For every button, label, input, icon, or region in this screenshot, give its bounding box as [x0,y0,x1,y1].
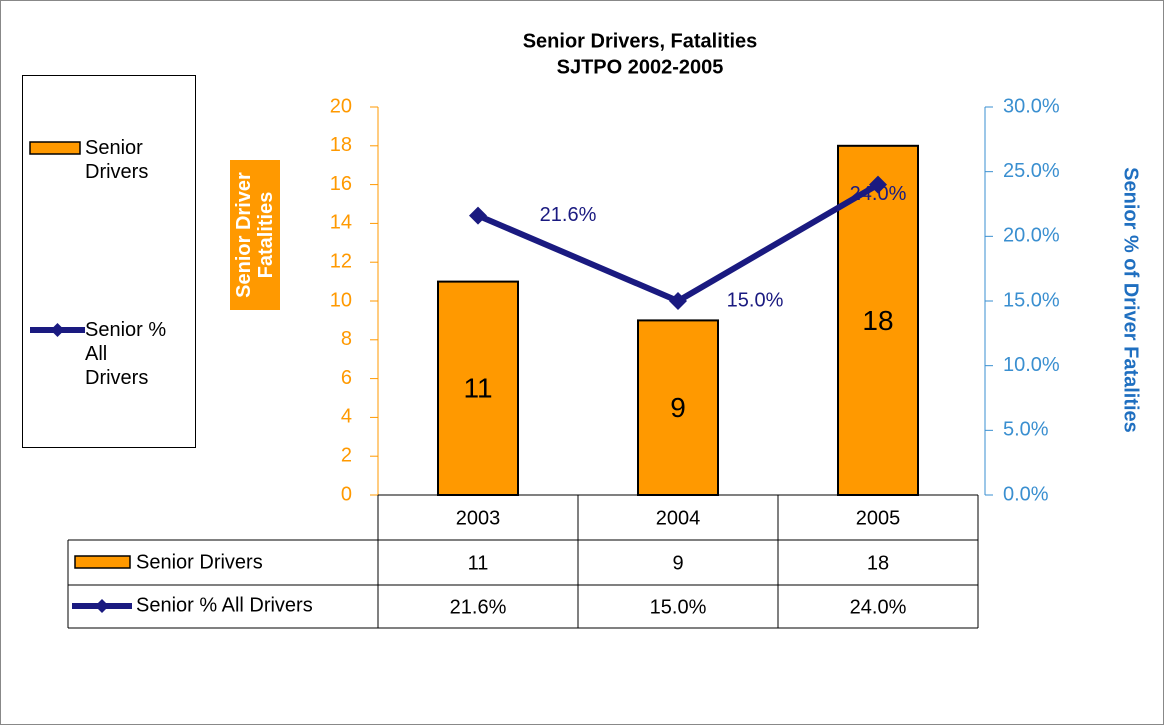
legend-swatch [29,141,81,155]
y2-axis-label: Senior % of Driver Fatalities [1120,167,1142,433]
y-tick-label: 16 [330,173,352,195]
x-tick-label: 2005 [856,507,901,529]
y-tick-label: 18 [330,134,352,156]
line-value-label: 24.0% [850,183,907,205]
y2-tick-label: 5.0% [1003,419,1049,441]
table-cell: 9 [672,552,683,574]
y-tick-label: 10 [330,289,352,311]
chart-title: Senior Drivers, Fatalities [523,30,758,52]
chart-subtitle: SJTPO 2002-2005 [557,56,724,78]
y2-tick-label: 30.0% [1003,95,1060,117]
legend-box [22,75,196,448]
table-row-label: Senior Drivers [136,551,263,573]
table-row-label: Senior % All Drivers [136,594,313,616]
y-tick-label: 14 [330,212,352,234]
y2-tick-label: 25.0% [1003,160,1060,182]
line-marker [669,292,687,310]
x-tick-label: 2004 [656,507,701,529]
y2-tick-label: 10.0% [1003,354,1060,376]
bar-value-label: 9 [670,392,686,423]
legend-swatch [74,555,131,569]
legend-label: Senior % All Drivers [85,319,167,389]
y-tick-label: 6 [341,367,352,389]
y2-tick-label: 15.0% [1003,289,1060,311]
y2-tick-label: 0.0% [1003,483,1049,505]
line-value-label: 21.6% [540,204,597,226]
table-cell: 18 [867,552,889,574]
legend-marker [50,323,65,337]
table-cell: 24.0% [850,596,907,618]
y-tick-label: 8 [341,328,352,350]
y-tick-label: 4 [341,406,352,428]
y-tick-label: 0 [341,483,352,505]
y-tick-label: 2 [341,444,352,466]
table-cell: 21.6% [450,596,507,618]
bar [637,319,719,496]
table-cell: 11 [468,552,489,574]
line-marker [469,206,487,225]
y2-tick-label: 20.0% [1003,225,1060,247]
legend-label: Senior Drivers [85,137,149,183]
table-cell: 15.0% [650,596,707,618]
x-tick-label: 2003 [456,507,501,529]
legend-marker [95,599,109,613]
line-marker [869,175,887,194]
y-axis-label: Senior Driver Fatalities [230,160,280,310]
line-value-label: 15.0% [727,289,784,311]
y-tick-label: 12 [330,250,352,272]
bar-value-label: 11 [463,373,492,404]
bar [437,280,519,496]
y-tick-label: 20 [330,95,352,117]
bar-value-label: 18 [862,305,893,336]
